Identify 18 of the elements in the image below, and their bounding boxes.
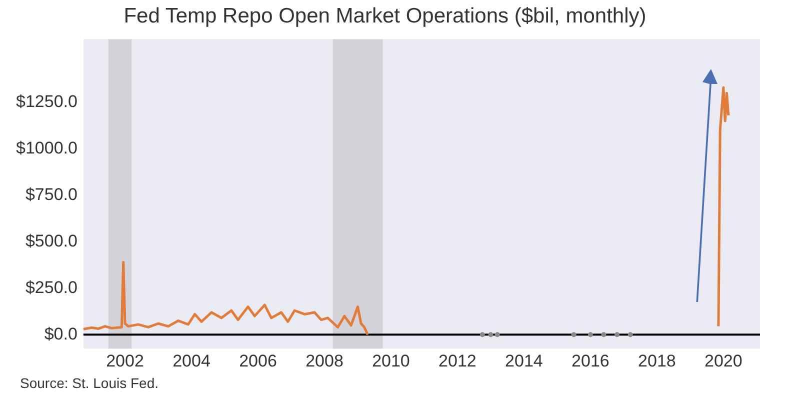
y-tick-label: $250.0: [25, 278, 78, 297]
x-tick-label: 2018: [638, 351, 676, 370]
x-tick-label: 2002: [106, 351, 144, 370]
chart-title: Fed Temp Repo Open Market Operations ($bil, monthly): [124, 4, 646, 28]
x-tick-label: 2008: [306, 351, 344, 370]
x-tick-label: 2020: [704, 351, 742, 370]
x-tick-label: 2016: [572, 351, 610, 370]
x-tick-label: 2012: [438, 351, 476, 370]
x-tick-label: 2010: [372, 351, 410, 370]
y-tick-label: $750.0: [25, 184, 78, 204]
y-tick-label: $1000.0: [16, 138, 78, 158]
x-tick-label: 2006: [239, 351, 277, 370]
y-tick-label: $500.0: [25, 231, 78, 250]
x-tick-label: 2014: [505, 351, 543, 370]
source-note: Source: St. Louis Fed.: [20, 374, 159, 391]
y-tick-label: $1250.0: [16, 92, 78, 112]
y-tick-label: $0.0: [44, 324, 78, 344]
x-tick-label: 2004: [172, 351, 210, 370]
